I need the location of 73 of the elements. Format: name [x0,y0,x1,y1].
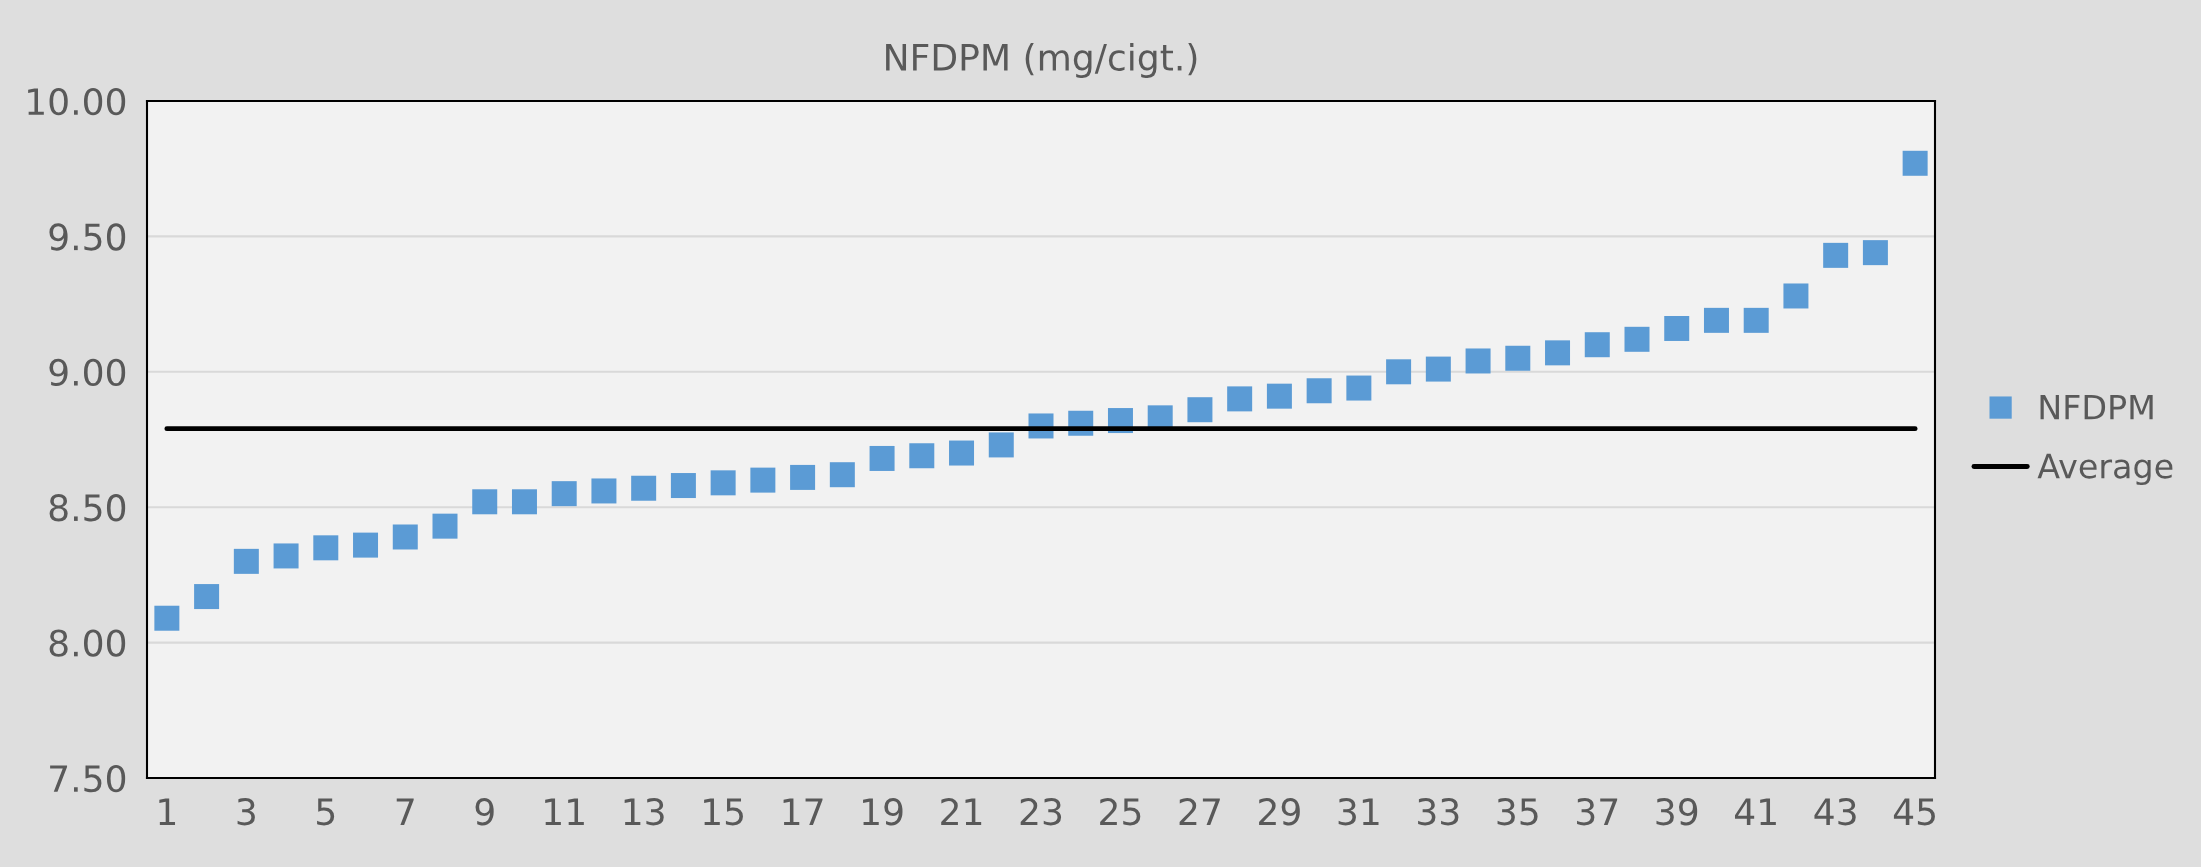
x-tick-label: 43 [1814,798,1856,826]
x-tick-label: 31 [1338,798,1379,826]
point [1584,332,1610,358]
y-tick-label: 9.50 [49,223,126,251]
point [829,462,855,488]
point [392,524,418,550]
point [1743,307,1769,333]
legend-label: NFDPM [2040,394,2153,420]
x-tick-label: 7 [396,798,414,825]
y-tick-label: 9.00 [49,358,126,387]
x-tick-label: 23 [1020,798,1062,826]
x-tick-label: 35 [1497,798,1538,826]
point [1386,359,1412,385]
point [194,584,220,610]
point [472,489,498,515]
point [432,513,458,539]
point [869,445,895,471]
x-tick-label: 39 [1656,798,1698,826]
point [1187,397,1213,423]
point [1664,315,1690,341]
point [1902,150,1928,176]
point [1823,242,1849,268]
point [790,464,816,490]
x-tick-label: 45 [1893,798,1935,826]
x-tick-label: 3 [237,798,255,826]
legend-label: Average [2037,453,2173,486]
y-tick-label: 10.00 [28,87,126,116]
x-tick-label: 1 [159,798,176,825]
point [949,440,975,466]
point [988,432,1014,458]
point [551,481,577,507]
point [154,605,180,631]
point [1862,240,1888,266]
point [670,473,696,499]
y-tick-label: 7.50 [50,764,126,793]
point [1703,307,1729,333]
x-tick-label: 15 [704,798,743,826]
x-tick-label: 5 [317,798,335,826]
x-tick-label: 33 [1418,798,1459,826]
point [631,475,657,501]
x-tick-label: 19 [863,798,903,826]
x-tick-label: 37 [1577,798,1618,826]
point [1624,326,1650,352]
x-tick-label: 21 [941,798,982,825]
point [1505,345,1531,371]
x-tick-label: 9 [475,798,494,826]
point [1266,383,1292,409]
x-tick-label: 27 [1179,798,1220,825]
y-tick-label: 8.00 [49,629,126,657]
point [1227,386,1253,412]
point [313,535,339,561]
point [1465,348,1491,374]
point [273,543,299,569]
x-tick-label: 41 [1734,798,1776,825]
point [591,478,617,504]
point [1545,340,1571,366]
chart-title: NFDPM (mg/cigt.) [886,43,1197,78]
point [710,470,736,496]
point [750,467,776,493]
point [233,548,259,574]
point [1346,375,1372,401]
x-tick-label: 25 [1100,798,1141,826]
point [1425,356,1451,382]
point [1783,283,1809,309]
x-tick-label: 11 [545,798,584,825]
point [353,532,379,558]
point [1306,378,1332,404]
x-tick-label: 17 [783,798,823,825]
x-tick-label: 13 [624,798,664,826]
point [909,443,935,469]
y-tick-label: 8.50 [49,494,126,522]
x-tick-label: 29 [1259,798,1300,826]
point [511,489,537,515]
